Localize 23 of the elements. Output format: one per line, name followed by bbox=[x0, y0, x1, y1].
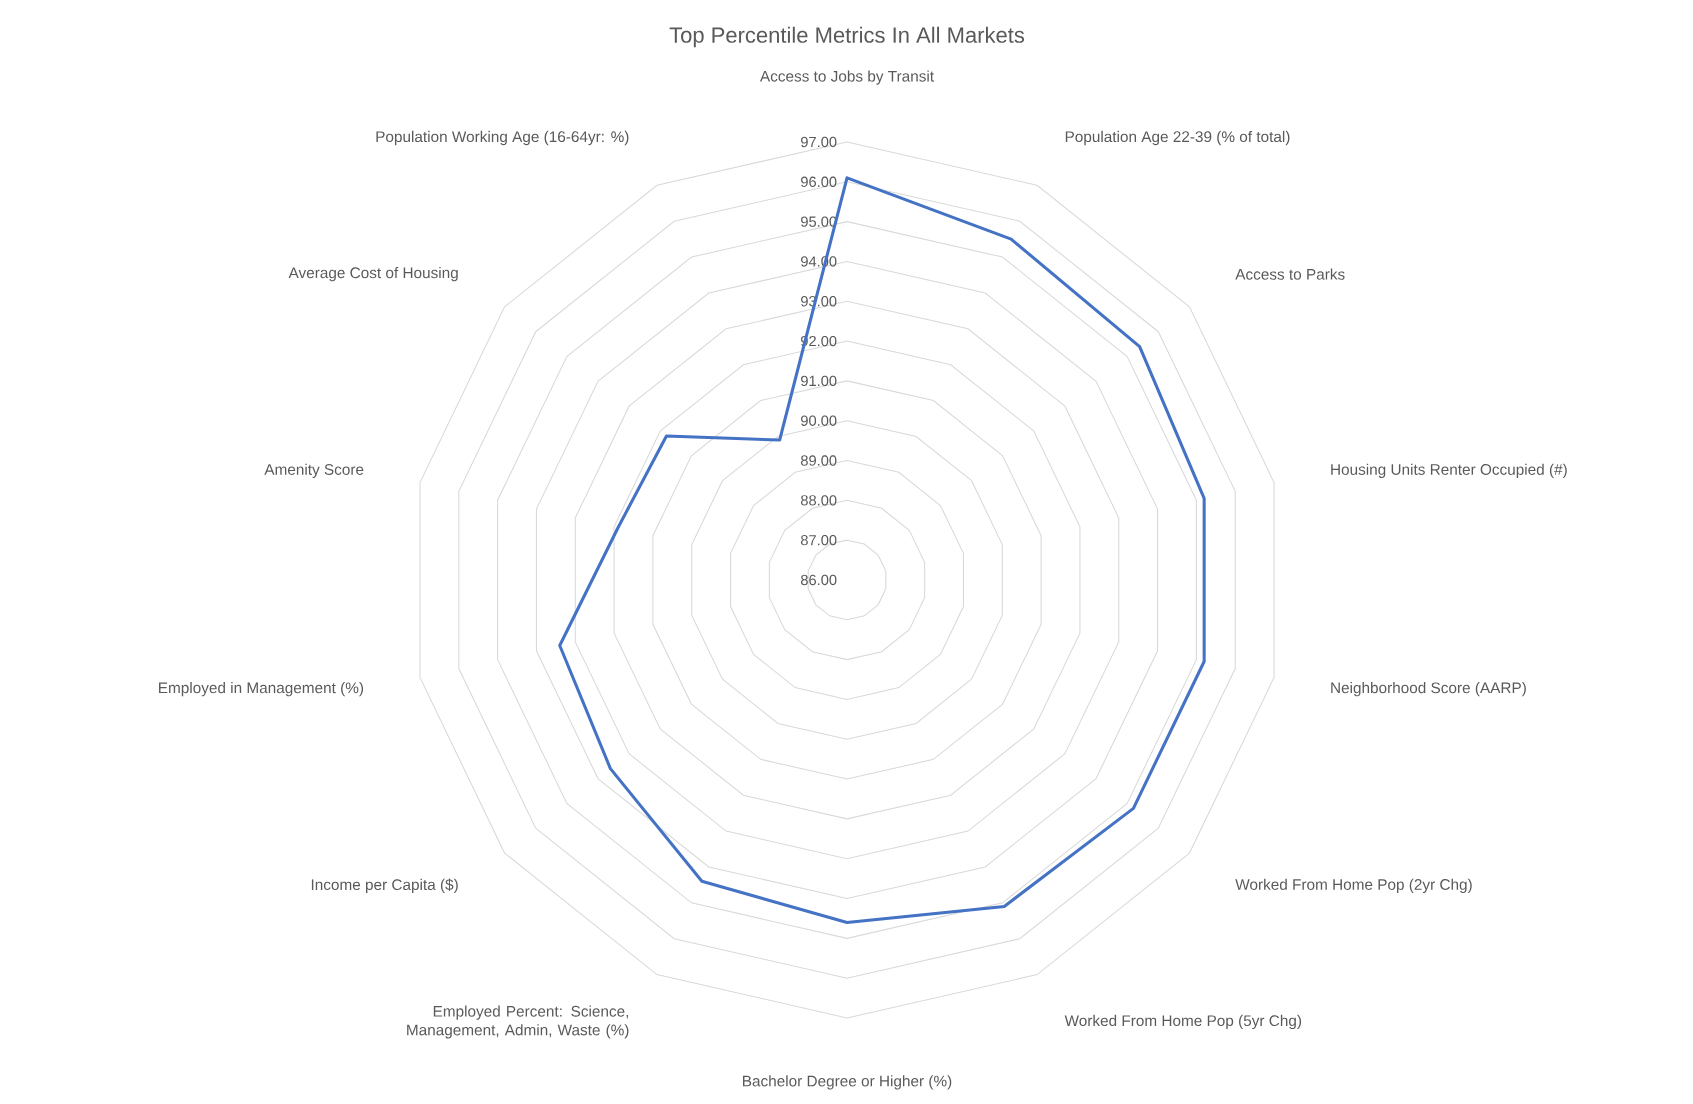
spoke-label: Bachelor Degree or Higher (%) bbox=[743, 1075, 952, 1090]
spoke-label: Amenity Score bbox=[264, 463, 364, 478]
spoke-label: Population Working Age (16-64yr: %) bbox=[376, 130, 629, 146]
spoke-label: Neighborhood Score (AARP) bbox=[1331, 682, 1526, 697]
spoke-label: Access to Parks bbox=[1235, 268, 1345, 280]
spoke-label: Population Age 22-39 (% of total) bbox=[1065, 130, 1290, 146]
y-tick-label: 88.00 bbox=[800, 495, 837, 506]
spoke-label: Housing Units Renter Occupied (#) bbox=[1331, 463, 1567, 478]
spoke-label: Employed Percent: Science, Management, Admin, Waste (%) bbox=[407, 1005, 629, 1039]
chart-title: Top Percentile Metrics In All Markets bbox=[669, 26, 1025, 48]
y-tick-label: 91.00 bbox=[801, 375, 837, 387]
spoke-label: Income per Capita ($) bbox=[311, 878, 458, 894]
spoke-label: Employed in Management (%) bbox=[159, 682, 364, 697]
y-tick-label: 97.00 bbox=[801, 136, 837, 148]
y-tick-label: 86.00 bbox=[800, 574, 837, 586]
spoke-label: Worked From Home Pop (2yr Chg) bbox=[1235, 878, 1472, 893]
y-tick-label: 87.00 bbox=[800, 534, 837, 546]
spoke-label: Average Cost of Housing bbox=[288, 266, 458, 282]
y-tick-label: 96.00 bbox=[801, 176, 837, 188]
spoke-label: Worked From Home Pop (5yr Chg) bbox=[1064, 1014, 1302, 1030]
spoke-label: Access to Jobs by Transit bbox=[759, 70, 934, 85]
y-tick-label: 90.00 bbox=[801, 415, 837, 426]
y-tick-label: 89.00 bbox=[800, 455, 837, 466]
